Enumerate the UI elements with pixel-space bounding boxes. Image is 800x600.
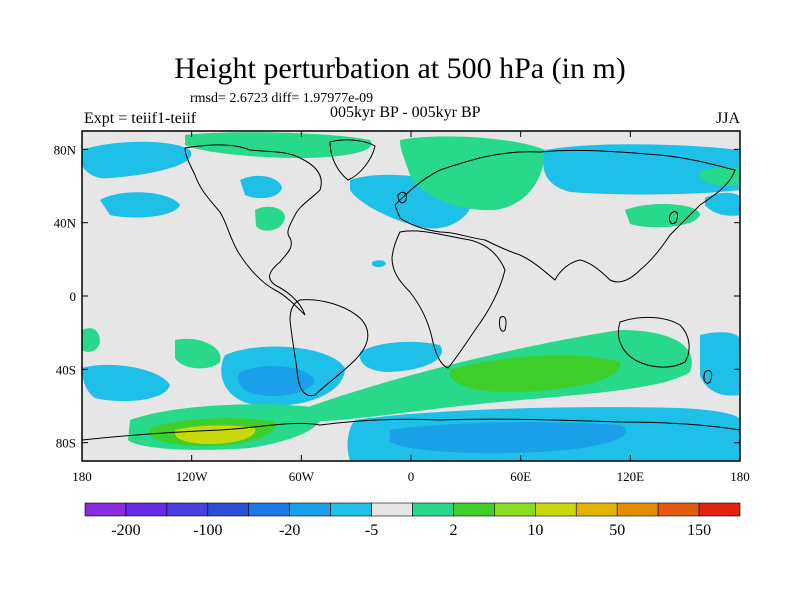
contour-region-greenland [185, 132, 372, 158]
colorbar-label: 2 [449, 522, 457, 539]
contour-region-pacific-ne [700, 166, 740, 187]
colorbar-swatch [371, 502, 413, 517]
colorbar-label: 10 [527, 522, 543, 539]
coastline-south-america [289, 299, 369, 397]
contour-region-southern-ocean-core [390, 422, 627, 454]
colorbar-label: 50 [609, 522, 625, 539]
coastline-africa [391, 230, 506, 369]
x-tick-label: 120W [176, 469, 209, 484]
colorbar-swatch [166, 502, 209, 517]
coastline-eurasia [394, 149, 736, 283]
contour-region-south-pacific-green-2 [175, 338, 221, 369]
coastline-antarctica [82, 418, 740, 441]
contour-region-south-pacific-blue [82, 364, 170, 402]
contour-region-indian-ocean-core [449, 355, 621, 393]
chart-title: Height perturbation at 500 hPa (in m) [174, 52, 626, 85]
colorbar-swatch [535, 502, 577, 517]
contour-region-siberia [543, 144, 740, 195]
colorbar-swatch [207, 502, 250, 517]
contour-region-tropical-atlantic [372, 260, 386, 268]
colorbar-swatch [289, 502, 331, 517]
contour-region-pacific-east [705, 192, 740, 216]
colorbar-swatch [412, 502, 454, 517]
x-tick-label: 180 [72, 469, 92, 484]
colorbar-swatch [453, 502, 495, 517]
x-tick-label: 60W [289, 469, 315, 484]
contour-region-south-pacific-green [82, 328, 100, 352]
colorbar-swatch [575, 502, 618, 517]
stats-label: rmsd= 2.6723 diff= 1.97977e-09 [190, 91, 374, 106]
colorbar-label: 150 [687, 522, 711, 539]
y-tick-label: 40S [56, 362, 76, 377]
period-label: 005kyr BP - 005kyr BP [330, 104, 481, 121]
coastlines [82, 139, 740, 441]
season-label: JJA [715, 110, 740, 127]
coastline-japan [669, 211, 678, 225]
colorbar-swatch [248, 502, 290, 517]
colorbar-label: -5 [365, 522, 378, 539]
coastline-uk [397, 191, 407, 204]
colorbar-label: -200 [111, 522, 140, 539]
colorbar-label: -20 [279, 522, 300, 539]
colorbar: -200 -100 -20 -5 2 10 50 150 [84, 502, 741, 539]
colorbar-swatch [698, 502, 741, 517]
contour-field [82, 131, 740, 461]
colorbar-swatch [125, 502, 168, 517]
coastline-madagascar [499, 316, 507, 332]
colorbar-swatch [657, 502, 700, 517]
contour-region-antarctic-yellow [175, 425, 256, 444]
contour-region-north-america-west [240, 175, 282, 199]
colorbar-swatch [494, 502, 536, 517]
contour-region-australia-blue [700, 332, 740, 396]
contour-region-south-atlantic-blue [359, 341, 442, 372]
colorbar-swatch [616, 502, 659, 517]
contour-region-north-pacific [82, 141, 192, 179]
x-tick-label: 180 [730, 469, 750, 484]
x-tick-label: 120E [617, 469, 645, 484]
y-tick-label: 0 [70, 289, 77, 304]
contour-region-north-america-east [255, 206, 285, 231]
y-tick-label: 80N [54, 142, 77, 157]
x-axis: 180 120W 60W 0 60E 120E 180 [72, 131, 750, 484]
y-tick-label: 40N [54, 216, 77, 231]
contour-region-scandinavia [400, 136, 545, 211]
colorbar-swatch [330, 502, 372, 517]
contour-region-north-pacific-2 [100, 192, 180, 218]
x-tick-label: 0 [408, 469, 415, 484]
coastline-north-america [184, 144, 322, 316]
coastline-australia [617, 317, 690, 368]
colorbar-swatch [84, 502, 127, 517]
coastline-greenland [329, 139, 376, 181]
colorbar-label: -100 [193, 522, 222, 539]
y-axis: 80N 40N 0 40S 80S [54, 142, 740, 451]
contour-region-south-america-core [238, 366, 315, 396]
experiment-label: Expt = teiif1-teiif [84, 110, 197, 127]
y-tick-label: 80S [56, 436, 76, 451]
contour-region-east-asia [625, 203, 700, 228]
x-tick-label: 60E [510, 469, 531, 484]
coastline-new-zealand [703, 369, 713, 384]
